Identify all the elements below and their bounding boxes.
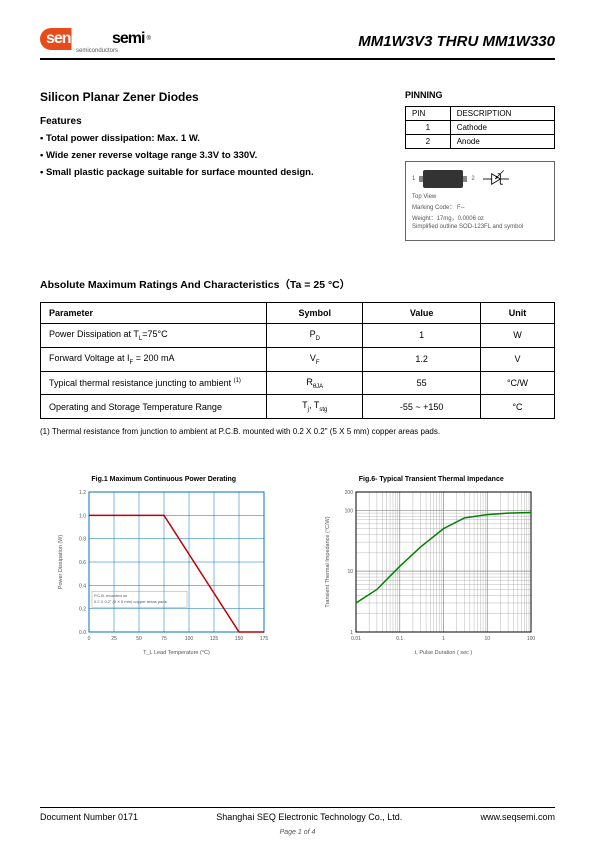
svg-text:100: 100 (185, 636, 194, 642)
pkg-outline: Simplified outline SOD-123FL and symbol (412, 224, 548, 230)
ratings-header-symbol: Symbol (267, 303, 363, 324)
svg-text:0.8: 0.8 (79, 537, 86, 543)
svg-text:10: 10 (485, 636, 491, 642)
pinning-col-pin: PIN (406, 107, 451, 121)
table-row: Forward Voltage at IF = 200 mA VF 1.2 V (41, 347, 555, 371)
svg-text:0.6: 0.6 (79, 560, 86, 566)
svg-text:100: 100 (345, 509, 354, 515)
feature-line: • Small plastic package suitable for sur… (40, 167, 375, 178)
pkg-marking: Marking Code： F-- (412, 202, 548, 211)
product-title: Silicon Planar Zener Diodes (40, 90, 375, 104)
svg-text:0.0: 0.0 (79, 630, 86, 636)
table-row: 1 Cathode (406, 121, 555, 135)
svg-text:1: 1 (350, 630, 353, 636)
chart-derating: Fig.1 Maximum Continuous Power Derating … (54, 476, 274, 659)
table-row: Power Dissipation at TL=75°C PD 1 W (41, 324, 555, 348)
ratings-footnote: (1) Thermal resistance from junction to … (40, 427, 555, 436)
svg-text:175: 175 (260, 636, 269, 642)
chart1-svg: 0 25 50 75 100 125 150 175 0.0 0.2 0.4 0.6 0.8 1.0 1.2… (54, 487, 274, 657)
pin1-label: 1 (412, 176, 415, 182)
svg-text:125: 125 (210, 636, 219, 642)
svg-text:Power Dissipation (W): Power Dissipation (W) (58, 535, 64, 590)
ratings-table: Parameter Symbol Value Unit Power Dissip… (40, 302, 555, 419)
ratings-title: Absolute Maximum Ratings And Characteris… (40, 277, 555, 292)
part-number-title: MM1W3V3 THRU MM1W330 (358, 33, 555, 50)
svg-text:150: 150 (235, 636, 244, 642)
table-row: Typical thermal resistance juncting to a… (41, 371, 555, 395)
ratings-header-param: Parameter (41, 303, 267, 324)
svg-text:100: 100 (527, 636, 536, 642)
features-label: Features (40, 116, 375, 127)
svg-text:0.1: 0.1 (397, 636, 404, 642)
svg-text:10: 10 (348, 569, 354, 575)
doc-number: Document Number 0171 (40, 812, 138, 822)
logo-registered: ® (146, 36, 150, 42)
chart1-title: Fig.1 Maximum Continuous Power Derating (54, 476, 274, 483)
pinning-table: PIN DESCRIPTION 1 Cathode 2 Anode (405, 106, 555, 149)
pkg-weight: Weight：17mg，0.0006 oz (412, 213, 548, 222)
logo: sen semi ® semiconductors (40, 28, 151, 54)
package-chip-icon (423, 170, 463, 188)
svg-text:Transient Thermal Impedance (°: Transient Thermal Impedance (°C/W) (325, 516, 331, 607)
pinning-title: PINNING (405, 90, 555, 100)
page-header: sen semi ® semiconductors MM1W3V3 THRU M… (40, 28, 555, 60)
svg-text:P.C.B. mounted on: P.C.B. mounted on (94, 593, 127, 598)
logo-semi: semi (112, 30, 144, 48)
pkg-topview: Top View (412, 194, 548, 200)
svg-text:0.01: 0.01 (351, 636, 361, 642)
svg-text:0: 0 (87, 636, 90, 642)
logo-sen: sen (40, 30, 71, 48)
table-row: 2 Anode (406, 135, 555, 149)
svg-text:200: 200 (345, 490, 354, 496)
ratings-header-unit: Unit (480, 303, 554, 324)
svg-text:25: 25 (111, 636, 117, 642)
chart-thermal: Fig.6- Typical Transient Thermal Impedan… (321, 476, 541, 659)
svg-text:1.2: 1.2 (79, 490, 86, 496)
package-box: 1 2 Top View Marking Code： F (405, 161, 555, 241)
svg-text:1: 1 (442, 636, 445, 642)
company-name: Shanghai SEQ Electronic Technology Co., … (216, 812, 402, 822)
pin2-label: 2 (471, 176, 474, 182)
svg-text:0.2: 0.2 (79, 607, 86, 613)
company-url: www.seqsemi.com (480, 812, 555, 822)
table-row: Operating and Storage Temperature Range … (41, 395, 555, 419)
svg-text:50: 50 (136, 636, 142, 642)
svg-text:0.4: 0.4 (79, 584, 86, 590)
page-footer: Document Number 0171 Shanghai SEQ Electr… (40, 807, 555, 822)
pinning-col-desc: DESCRIPTION (450, 107, 554, 121)
feature-line: • Wide zener reverse voltage range 3.3V … (40, 150, 375, 161)
svg-text:0.2 X 0.2" (5 X 5 mm) copper a: 0.2 X 0.2" (5 X 5 mm) copper areas pads. (94, 599, 168, 604)
svg-text:t, Pulse Duration ( sec ): t, Pulse Duration ( sec ) (415, 650, 473, 656)
chart2-title: Fig.6- Typical Transient Thermal Impedan… (321, 476, 541, 483)
chart2-svg: 0.01 0.1 1 10 100 1 10 100 200 t, Pulse Duration … (321, 487, 541, 657)
svg-text:1.0: 1.0 (79, 514, 86, 520)
feature-line: • Total power dissipation: Max. 1 W. (40, 133, 375, 144)
ratings-header-value: Value (363, 303, 481, 324)
page-number: Page 1 of 4 (0, 829, 595, 836)
diode-symbol-icon (483, 170, 509, 188)
svg-text:75: 75 (161, 636, 167, 642)
svg-text:T_L Lead Temperature (°C): T_L Lead Temperature (°C) (143, 650, 210, 656)
